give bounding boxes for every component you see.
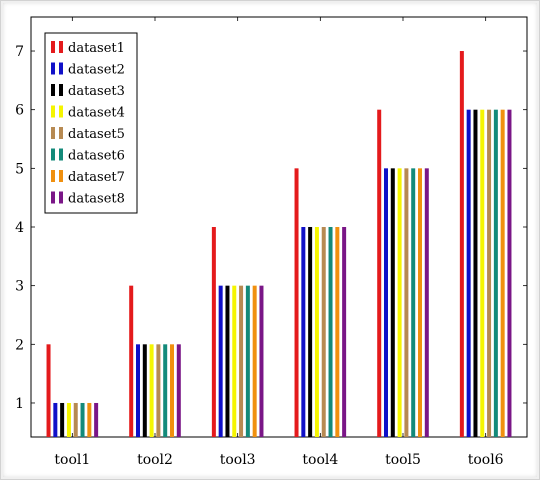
bar-dataset8-tool1 bbox=[94, 402, 99, 437]
y-tick-label: 6 bbox=[15, 103, 24, 119]
bar-dataset3-tool2 bbox=[142, 344, 147, 437]
legend-label: dataset1 bbox=[68, 41, 125, 56]
legend-item: dataset1 bbox=[51, 41, 125, 56]
bar-dataset1-tool2 bbox=[129, 285, 134, 437]
bar-dataset4-tool3 bbox=[232, 285, 237, 437]
bar-dataset6-tool5 bbox=[411, 168, 416, 438]
legend-swatch bbox=[51, 191, 55, 204]
bar-dataset8-tool2 bbox=[176, 344, 181, 437]
bar-dataset8-tool4 bbox=[342, 227, 347, 437]
bar-dataset5-tool2 bbox=[156, 344, 161, 437]
bar-dataset2-tool6 bbox=[466, 109, 471, 437]
bar-dataset8-tool6 bbox=[507, 109, 512, 437]
x-tick-label: tool2 bbox=[137, 452, 173, 468]
legend-label: dataset8 bbox=[68, 192, 125, 207]
bar-dataset7-tool6 bbox=[500, 109, 505, 437]
legend-label: dataset4 bbox=[68, 106, 125, 121]
legend: dataset1 dataset2 dataset3 dataset4 dataset5… bbox=[44, 32, 138, 214]
bar-dataset3-tool6 bbox=[473, 109, 478, 437]
bar-dataset6-tool1 bbox=[80, 402, 85, 437]
bar-dataset8-tool3 bbox=[259, 285, 264, 437]
bar-dataset7-tool4 bbox=[335, 227, 340, 437]
legend-label: dataset5 bbox=[68, 127, 125, 142]
legend-swatch bbox=[59, 62, 63, 75]
bar-dataset6-tool2 bbox=[163, 344, 168, 437]
bar-dataset4-tool2 bbox=[149, 344, 154, 437]
legend-swatch bbox=[59, 170, 63, 182]
bar-dataset1-tool4 bbox=[294, 168, 299, 438]
legend-label: dataset7 bbox=[68, 170, 125, 185]
y-tick-label: 2 bbox=[15, 337, 24, 353]
y-tick-label: 1 bbox=[15, 396, 24, 412]
bar-dataset3-tool5 bbox=[390, 168, 395, 438]
bar-dataset2-tool2 bbox=[136, 344, 140, 437]
y-tick-label: 4 bbox=[15, 220, 24, 236]
legend-swatch bbox=[51, 170, 55, 182]
bar-dataset2-tool4 bbox=[301, 227, 306, 437]
bar-dataset3-tool1 bbox=[60, 402, 65, 437]
legend-item: dataset5 bbox=[51, 127, 125, 142]
legend-swatch bbox=[51, 127, 55, 139]
legend-item: dataset8 bbox=[51, 191, 125, 207]
bar-dataset1-tool1 bbox=[46, 344, 51, 437]
bar-dataset5-tool6 bbox=[487, 109, 492, 437]
bar-dataset2-tool1 bbox=[53, 402, 58, 437]
legend-swatch bbox=[51, 148, 55, 161]
y-tick-label: 5 bbox=[15, 161, 24, 177]
legend-swatch bbox=[59, 84, 63, 96]
legend-item: dataset7 bbox=[51, 170, 125, 185]
legend-box bbox=[44, 32, 138, 214]
bar-dataset1-tool5 bbox=[377, 109, 382, 437]
legend-item: dataset3 bbox=[51, 84, 125, 99]
legend-swatch bbox=[51, 84, 55, 96]
bar-dataset4-tool1 bbox=[66, 402, 71, 437]
bar-dataset2-tool5 bbox=[384, 168, 388, 438]
legend-swatch bbox=[59, 41, 63, 53]
bar-dataset5-tool4 bbox=[321, 227, 326, 437]
bar-dataset5-tool3 bbox=[239, 285, 244, 437]
bar-dataset4-tool4 bbox=[314, 227, 319, 437]
legend-swatch bbox=[59, 105, 63, 118]
legend-swatch bbox=[51, 62, 55, 75]
bar-dataset4-tool6 bbox=[480, 109, 485, 437]
legend-item: dataset2 bbox=[51, 62, 125, 78]
x-tick-label: tool3 bbox=[220, 452, 256, 468]
bar-dataset8-tool5 bbox=[424, 168, 429, 438]
bar-dataset1-tool6 bbox=[459, 51, 464, 438]
legend-label: dataset6 bbox=[68, 149, 125, 164]
bar-dataset6-tool3 bbox=[245, 285, 250, 437]
bar-dataset4-tool5 bbox=[397, 168, 402, 438]
legend-item: dataset6 bbox=[51, 148, 125, 164]
y-tick-label: 7 bbox=[15, 44, 24, 60]
y-tick-label: 3 bbox=[15, 279, 24, 295]
x-tick-label: tool4 bbox=[302, 452, 338, 468]
bar-dataset7-tool2 bbox=[170, 344, 174, 437]
legend-swatch bbox=[59, 191, 63, 204]
bar-dataset7-tool3 bbox=[252, 285, 257, 437]
bar-dataset3-tool4 bbox=[308, 227, 313, 437]
bar-dataset5-tool5 bbox=[404, 168, 409, 438]
legend-item: dataset4 bbox=[51, 105, 125, 121]
legend-swatch bbox=[59, 148, 63, 161]
bar-dataset7-tool1 bbox=[87, 402, 92, 437]
x-tick-label: tool5 bbox=[385, 452, 421, 468]
bar-dataset6-tool4 bbox=[328, 227, 333, 437]
x-tick-label: tool1 bbox=[54, 452, 90, 468]
bar-dataset6-tool6 bbox=[493, 109, 498, 437]
bar-dataset7-tool5 bbox=[418, 168, 422, 438]
legend-label: dataset3 bbox=[68, 84, 125, 99]
legend-swatch bbox=[51, 105, 55, 118]
x-tick-label: tool6 bbox=[468, 452, 504, 468]
bar-dataset1-tool3 bbox=[211, 227, 216, 437]
legend-swatch bbox=[51, 41, 55, 53]
bar-dataset2-tool3 bbox=[218, 285, 223, 437]
legend-swatch bbox=[59, 127, 63, 139]
bar-dataset3-tool3 bbox=[225, 285, 230, 437]
legend-label: dataset2 bbox=[68, 63, 125, 78]
bar-dataset5-tool1 bbox=[73, 402, 78, 437]
